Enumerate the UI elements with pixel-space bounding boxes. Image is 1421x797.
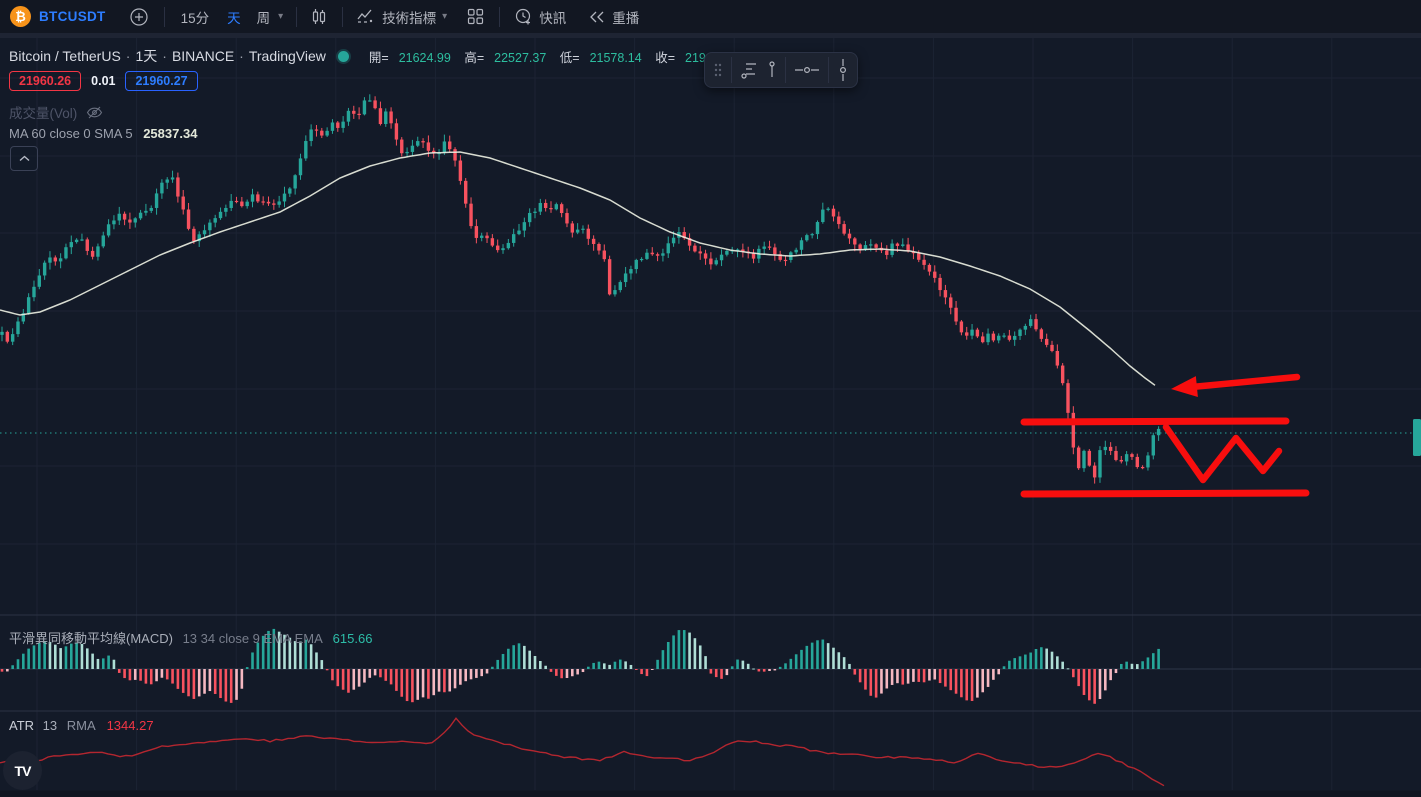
vertical-pin-icon [769, 61, 775, 77]
interval-1w[interactable]: 周 [256, 10, 271, 26]
toolbar-bottom-band [0, 33, 1421, 38]
atr-name: ATR [9, 718, 35, 733]
candles-layer [0, 94, 1161, 484]
atr-length: 13 [42, 718, 58, 733]
drag-dots-icon [714, 63, 722, 77]
chevron-up-icon [19, 155, 29, 162]
symbol-button[interactable]: BTCUSDT [39, 9, 106, 24]
macd-legend[interactable]: 平滑異同移動平均線(MACD) 13 34 close 9 EMA EMA 61… [9, 628, 372, 647]
rewind-icon [590, 11, 604, 22]
toolbar-drag-handle[interactable] [705, 53, 731, 87]
symbol-logo[interactable]: ₿ [10, 6, 31, 27]
object-tree-icon [741, 63, 756, 79]
indicators-button[interactable]: 技術指標 ▾ [356, 7, 447, 27]
tradingview-logo-text: TV [14, 762, 32, 779]
ma-legend[interactable]: MA 60 close 0 SMA 5 25837.34 [9, 126, 197, 141]
high-label: 高= [464, 50, 485, 65]
horizontal-line-tool[interactable] [786, 53, 828, 87]
macd-value: 615.66 [332, 631, 373, 646]
ma-value: 25837.34 [143, 126, 198, 141]
legend-exchange: BINANCE [171, 48, 235, 64]
toolbar-divider [342, 6, 344, 27]
vertical-line-tool[interactable] [829, 53, 857, 87]
open-label: 開= [368, 50, 389, 65]
floating-drawing-toolbar [704, 52, 858, 88]
atr-legend[interactable]: ATR 13 RMA 1344.27 [9, 718, 154, 733]
collapse-pane-button[interactable] [10, 146, 38, 171]
replay-label: 重播 [612, 10, 640, 26]
alerts-label: 快訊 [539, 10, 567, 26]
indicators-label: 技術指標 [382, 10, 437, 26]
toolbar-divider [828, 57, 829, 83]
drawing-annotations-layer[interactable] [1020, 373, 1310, 498]
buy-sell-row: 21960.26 0.01 21960.27 [9, 71, 198, 91]
bitcoin-icon: ₿ [10, 6, 31, 27]
atr-smoothing: RMA [66, 718, 95, 733]
spread-value: 0.01 [91, 74, 116, 88]
chart-style-button[interactable] [310, 8, 328, 26]
buy-button[interactable]: 21960.27 [125, 71, 198, 91]
toolbar-divider [731, 57, 732, 83]
top-toolbar: ₿ BTCUSDT 15分 天 周 ▾ [0, 0, 1421, 33]
indicators-chevron-icon: ▾ [442, 11, 448, 22]
macd-name: 平滑異同移動平均線(MACD) [9, 631, 173, 646]
price-line-layer [0, 419, 1421, 456]
layout-button[interactable] [467, 8, 484, 25]
vertical-line-icon [839, 59, 847, 81]
macd-histogram-layer [0, 628, 1160, 704]
interval-dropdown-chevron-icon[interactable]: ▾ [278, 11, 284, 22]
separator-dot: · [239, 48, 244, 64]
low-label: 低= [559, 50, 580, 65]
toolbar-divider [785, 57, 786, 83]
compare-add-button[interactable] [130, 7, 148, 26]
volume-legend: 成交量(Vol) [9, 102, 103, 122]
alert-clock-icon [516, 8, 531, 25]
toolbar-divider [499, 6, 501, 27]
tradingview-logo[interactable]: TV [3, 751, 42, 790]
separator-dot: · [162, 48, 167, 64]
legend-platform: TradingView [248, 48, 326, 64]
atr-value: 1344.27 [106, 718, 154, 733]
chart-legend: Bitcoin / TetherUS · 1天 · BINANCE · Trad… [9, 46, 747, 66]
atr-line-layer [0, 717, 1165, 787]
plus-circle-icon [130, 7, 148, 26]
candlestick-icon [313, 8, 326, 24]
horizontal-line-icon [795, 66, 819, 74]
symbol-title[interactable]: Bitcoin / TetherUS [9, 48, 121, 64]
toolbar-divider [163, 6, 165, 27]
grid-layer [0, 38, 1421, 797]
replay-button[interactable]: 重播 [588, 7, 639, 27]
interval-1d[interactable]: 天 [227, 10, 241, 26]
legend-interval[interactable]: 1天 [135, 48, 158, 64]
eye-slash-icon[interactable] [86, 105, 103, 120]
separator-dot: · [125, 48, 131, 64]
alerts-button[interactable]: 快訊 [514, 7, 566, 27]
close-label: 收= [655, 50, 676, 65]
market-status-dot [337, 50, 349, 62]
high-value: 22527.37 [494, 50, 547, 65]
indicator-chart-icon [357, 9, 373, 23]
macd-params: 13 34 close 9 EMA EMA [182, 631, 323, 646]
volume-label[interactable]: 成交量(Vol) [9, 106, 78, 121]
low-value: 21578.14 [589, 50, 642, 65]
ma-line-layer [0, 151, 1156, 386]
grid-layout-icon [468, 8, 484, 25]
ma-label: MA 60 close 0 SMA 5 [9, 126, 133, 141]
ohlc-values: 開=21624.99 高=22527.37 低=21578.14 收=21960… [369, 47, 747, 66]
interval-15m[interactable]: 15分 [180, 10, 210, 26]
toolbar-divider [296, 6, 298, 27]
object-tree-tool[interactable] [732, 53, 785, 87]
sell-button[interactable]: 21960.26 [9, 71, 82, 91]
open-value: 21624.99 [398, 50, 451, 65]
